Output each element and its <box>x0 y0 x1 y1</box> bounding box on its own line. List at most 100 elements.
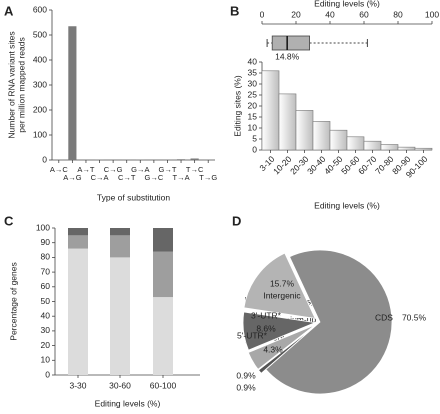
x-tick-label: A→G <box>63 173 82 182</box>
slice-value: 4.3% <box>263 344 283 354</box>
x-tick-label: C→G <box>104 165 123 174</box>
bar-segment <box>153 297 173 375</box>
x-tick-label: T→G <box>199 173 217 182</box>
y-tick-label: 100 <box>36 222 50 232</box>
bar-segment <box>110 228 130 236</box>
bar <box>312 121 331 151</box>
y-tick-label: 400 <box>33 54 47 64</box>
x-tick-label: A→T <box>77 165 95 174</box>
pie-slice <box>247 324 316 370</box>
y-tick-label: 20 <box>248 100 258 110</box>
x-tick-label: 30-60 <box>109 380 131 390</box>
x-tick-label: C→A <box>91 173 109 182</box>
bar <box>329 129 348 151</box>
bar <box>261 70 280 151</box>
x-tick-label: T→A <box>172 173 189 182</box>
y-tick-label: 15 <box>248 111 258 121</box>
x-tick-label: 60-70 <box>356 154 379 177</box>
x-tick-label: A→C <box>50 165 69 174</box>
x-axis-label: Editing levels (%) <box>314 200 380 210</box>
y-tick-label: 70 <box>41 266 51 276</box>
slice-label: Intergenic <box>263 290 301 300</box>
x-tick-label: T→C <box>186 165 204 174</box>
x-axis-label: Editing levels (%) <box>314 0 380 8</box>
bar <box>278 93 297 151</box>
x-tick-label: 40-50 <box>322 154 345 177</box>
bar-segment <box>153 228 173 252</box>
y-axis-label: Editing sites (%) <box>232 75 242 137</box>
slice-label: 5'-UTR* <box>237 330 268 340</box>
x-tick-label: 80 <box>393 9 403 19</box>
bar-segment <box>68 248 88 375</box>
x-tick-label: 10-20 <box>271 154 294 177</box>
panel-label: B <box>230 3 239 18</box>
bar-segment <box>110 235 130 258</box>
bar <box>136 159 145 160</box>
y-tick-label: 100 <box>33 129 47 139</box>
y-tick-label: 500 <box>33 29 47 39</box>
slice-label: 3'-UTR* <box>251 310 282 320</box>
panel-label: A <box>4 3 14 18</box>
y-axis-label: Percentage of genes <box>8 262 18 340</box>
bar <box>95 159 104 160</box>
panel-label: D <box>232 213 241 228</box>
pie-slice <box>258 325 316 374</box>
pie-slice <box>265 249 393 395</box>
x-tick-label: 70-80 <box>373 154 396 177</box>
x-tick-label: 20 <box>291 9 301 19</box>
slice-label: CDS <box>375 312 393 322</box>
y-tick-label: 0 <box>45 369 50 379</box>
y-tick-label: 300 <box>33 79 47 89</box>
x-tick-label: 20-30 <box>288 154 311 177</box>
x-tick-label: 100 <box>425 9 439 19</box>
y-tick-label: 20 <box>41 340 51 350</box>
bar-segment <box>68 235 88 249</box>
x-axis-label: Editing levels (%) <box>95 398 161 408</box>
bar <box>380 144 399 151</box>
x-tick-label: G→T <box>158 165 176 174</box>
y-tick-label: 35 <box>248 67 258 77</box>
bar <box>190 158 199 160</box>
y-tick-label: 80 <box>41 252 51 262</box>
y-tick-label: 30 <box>41 325 51 335</box>
x-tick-label: 3-30 <box>69 380 86 390</box>
y-axis-label: per million mapped reads <box>16 37 26 132</box>
bar <box>68 26 77 160</box>
y-tick-label: 200 <box>33 104 47 114</box>
x-tick-label: 30-40 <box>305 154 328 177</box>
x-tick-label: 50-60 <box>339 154 362 177</box>
bar-segment <box>153 251 173 298</box>
y-tick-label: 25 <box>248 89 258 99</box>
y-tick-label: 10 <box>41 355 51 365</box>
y-tick-label: 40 <box>41 310 51 320</box>
slice-value: 15.7% <box>270 278 295 288</box>
x-tick-label: 0 <box>260 9 265 19</box>
x-tick-label: 40 <box>325 9 335 19</box>
bar <box>397 146 416 151</box>
panel-label: C <box>4 213 14 228</box>
slice-value: 70.5% <box>402 312 427 322</box>
y-tick-label: 0 <box>42 154 47 164</box>
y-tick-label: 50 <box>41 296 51 306</box>
y-tick-label: 10 <box>248 122 258 132</box>
y-tick-label: 600 <box>33 4 47 14</box>
median-label: 14.8% <box>275 51 300 61</box>
y-axis-label: Number of RNA variant sites <box>6 31 16 138</box>
x-tick-label: C→T <box>118 173 136 182</box>
pie-slice <box>242 311 317 351</box>
bar-segment <box>110 257 130 375</box>
x-axis-label: Type of substitution <box>97 192 171 202</box>
x-tick-label: 60 <box>359 9 369 19</box>
slice-value: 0.9% <box>236 370 256 380</box>
slice-value: 8.6% <box>256 323 276 333</box>
bar <box>295 110 314 151</box>
box <box>271 35 311 51</box>
x-tick-label: G→A <box>131 165 149 174</box>
y-tick-label: 0 <box>252 144 257 154</box>
y-tick-label: 90 <box>41 237 51 247</box>
y-tick-label: 30 <box>248 78 258 88</box>
bar <box>346 136 365 151</box>
y-tick-label: 40 <box>248 56 258 66</box>
y-tick-label: 5 <box>252 133 257 143</box>
